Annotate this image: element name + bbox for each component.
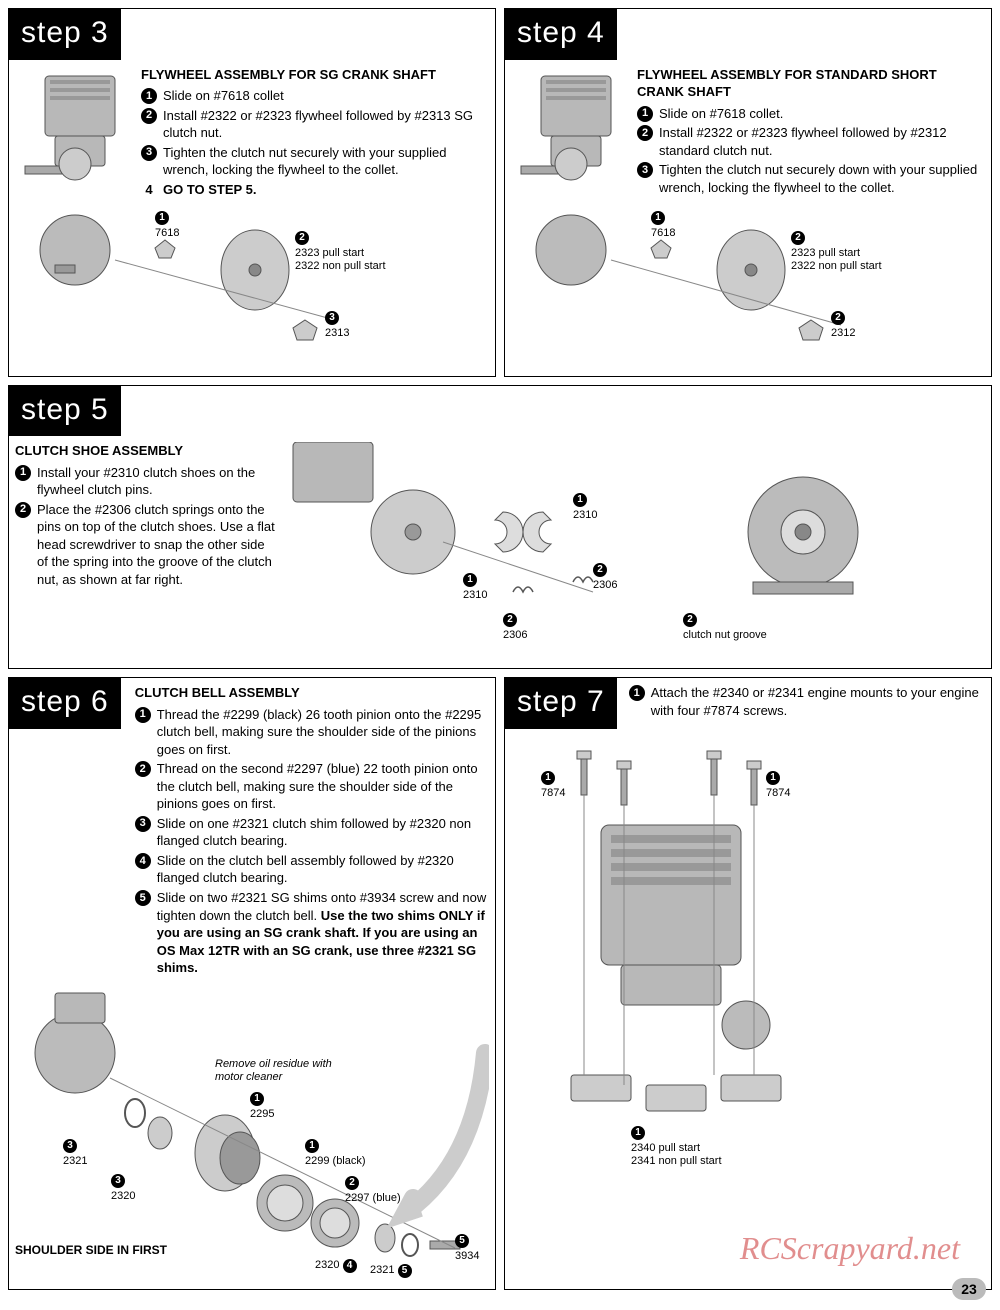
oil-residue-note: Remove oil residue with motor cleaner	[215, 1058, 345, 1084]
step-5-label: step 5	[9, 386, 121, 437]
bullet-4: 4	[141, 181, 157, 199]
step-4-inst-3: Tighten the clutch nut securely down wit…	[659, 161, 985, 196]
panel-step-7: step 7 1Attach the #2340 or #2341 engine…	[504, 677, 992, 1290]
bullet-2: 2	[141, 108, 157, 124]
step-6-diagram: Remove oil residue with motor cleaner 3 …	[15, 983, 489, 1283]
part-label-2297: 2 2297 (blue)	[345, 1175, 401, 1205]
part-label-2310b: 1 2310	[573, 492, 597, 522]
step-6-inst-3: Slide on one #2321 clutch shim followed …	[157, 815, 489, 850]
step-4-title: FLYWHEEL ASSEMBLY FOR STANDARD SHORT CRA…	[637, 66, 985, 101]
part-label-2310a: 1 2310	[463, 572, 487, 602]
part-label-flywheel: 2 2323 pull start 2322 non pull start	[295, 230, 386, 273]
part-label-3934: 5 3934	[455, 1233, 479, 1263]
clutch-bell-exploded	[15, 983, 489, 1283]
part-label-7618: 1 7618	[155, 210, 179, 240]
step-3-goto: GO TO STEP 5.	[163, 181, 256, 199]
panel-step-5: step 5 CLUTCH SHOE ASSEMBLY 1Install you…	[8, 385, 992, 670]
step-6-label: step 6	[9, 678, 121, 729]
engine-illustration	[15, 66, 135, 206]
part-label-2320a: 3 2320	[111, 1173, 135, 1203]
step-5-diagram: 1 2310 1 2310 2 2306 2 2306 2 clutch n	[283, 442, 985, 662]
step-7-diagram: 1 7874 1 7874 1 2340 pull start 2341 non…	[511, 735, 985, 1175]
step-5-instructions: 1Install your #2310 clutch shoes on the …	[15, 464, 275, 589]
step-6-title: CLUTCH BELL ASSEMBLY	[135, 684, 489, 702]
engine-illustration	[511, 66, 631, 206]
part-label-2299: 1 2299 (black)	[305, 1138, 366, 1168]
panel-step-4: step 4 FLYWHEEL ASSEMBLY FOR STANDARD SH…	[504, 8, 992, 377]
step-4-label: step 4	[505, 9, 617, 60]
step-7-inst-1: Attach the #2340 or #2341 engine mounts …	[651, 684, 985, 719]
step-4-inst-2: Install #2322 or #2323 flywheel followed…	[659, 124, 985, 159]
part-label-2321a: 3 2321	[63, 1138, 87, 1168]
part-label-2306b: 2 2306	[593, 562, 617, 592]
panel-step-6: step 6 CLUTCH BELL ASSEMBLY 1Thread the …	[8, 677, 496, 1290]
step-3-diagram: 1 7618 2 2323 pull start 2322 non pull s…	[15, 210, 489, 370]
flywheel-exploded-view	[15, 210, 489, 370]
part-label-2313: 3 2313	[325, 310, 349, 340]
step-3-inst-2: Install #2322 or #2323 flywheel followed…	[163, 107, 489, 142]
part-label-7874b: 1 7874	[766, 770, 790, 800]
step-5-title: CLUTCH SHOE ASSEMBLY	[15, 442, 275, 460]
step-3-title: FLYWHEEL ASSEMBLY FOR SG CRANK SHAFT	[141, 66, 489, 84]
bullet-3: 3	[141, 145, 157, 161]
part-label-2321b: 2321 5	[370, 1263, 412, 1280]
step-3-inst-3: Tighten the clutch nut securely with you…	[163, 144, 489, 179]
bullet-1: 1	[141, 88, 157, 104]
step-5-inst-2: Place the #2306 clutch springs onto the …	[37, 501, 275, 589]
step-4-diagram: 1 7618 2 2323 pull start 2322 non pull s…	[511, 210, 985, 370]
part-label-mount: 1 2340 pull start 2341 non pull start	[631, 1125, 722, 1168]
flywheel-exploded-view	[511, 210, 985, 370]
part-label-flywheel: 2 2323 pull start 2322 non pull start	[791, 230, 882, 273]
engine-mount-exploded	[511, 735, 985, 1175]
row-steps-6-7: step 6 CLUTCH BELL ASSEMBLY 1Thread the …	[8, 677, 992, 1290]
step-6-inst-5: Slide on two #2321 SG shims onto #3934 s…	[157, 889, 489, 977]
part-label-7874a: 1 7874	[541, 770, 565, 800]
step-7-instructions: 1Attach the #2340 or #2341 engine mounts…	[629, 684, 985, 735]
part-label-7618: 1 7618	[651, 210, 675, 240]
panel-step-3: step 3 FLYWHEEL ASSEMBLY FOR SG CRANK SH…	[8, 8, 496, 377]
step-6-instructions: 1Thread the #2299 (black) 26 tooth pinio…	[135, 706, 489, 977]
step-4-inst-1: Slide on #7618 collet.	[659, 105, 783, 123]
step-5-inst-1: Install your #2310 clutch shoes on the f…	[37, 464, 275, 499]
page-number: 23	[952, 1278, 986, 1300]
step-3-inst-1: Slide on #7618 collet	[163, 87, 284, 105]
clutch-shoe-exploded	[283, 442, 985, 662]
step-6-inst-2: Thread on the second #2297 (blue) 22 too…	[157, 760, 489, 813]
part-label-2295: 1 2295	[250, 1091, 274, 1121]
step-7-label: step 7	[505, 678, 617, 729]
row-steps-3-4: step 3 FLYWHEEL ASSEMBLY FOR SG CRANK SH…	[8, 8, 992, 377]
part-label-groove: 2 clutch nut groove	[683, 612, 767, 642]
step-6-inst-1: Thread the #2299 (black) 26 tooth pinion…	[157, 706, 489, 759]
step-4-instructions: 1Slide on #7618 collet. 2Install #2322 o…	[637, 105, 985, 197]
step-3-instructions: 1 Slide on #7618 collet 2 Install #2322 or…	[141, 87, 489, 198]
step-6-inst-4: Slide on the clutch bell assembly follow…	[157, 852, 489, 887]
step-3-label: step 3	[9, 9, 121, 60]
shoulder-note: SHOULDER SIDE IN FIRST	[15, 1243, 167, 1257]
part-label-2306a: 2 2306	[503, 612, 527, 642]
part-label-2320b: 2320 4	[315, 1258, 357, 1275]
part-label-2312: 2 2312	[831, 310, 855, 340]
